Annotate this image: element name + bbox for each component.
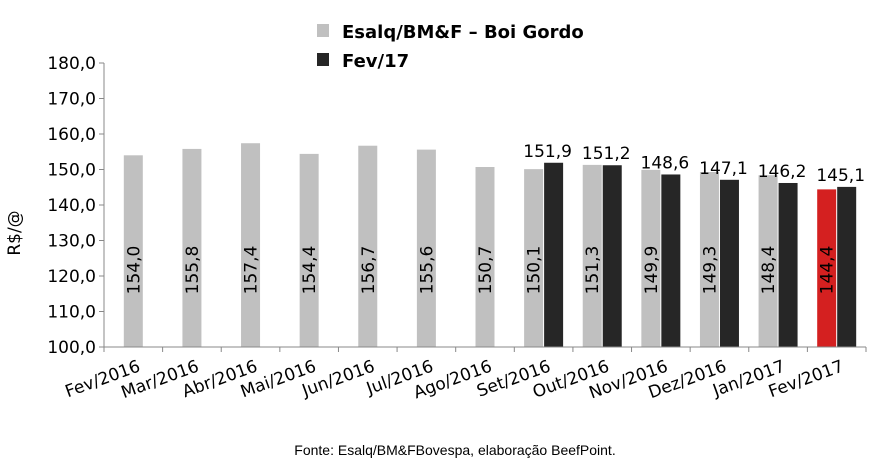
bar-esalq [758, 175, 778, 347]
source-note: Fonte: Esalq/BM&FBovespa, elaboração Bee… [294, 442, 615, 458]
y-tick-label: 160,0 [47, 125, 96, 145]
data-label-fev17: 146,2 [758, 162, 807, 182]
data-label-esalq: 155,8 [183, 246, 203, 295]
y-tick-label: 110,0 [47, 303, 96, 323]
data-label-esalq: 156,7 [359, 246, 379, 295]
bar-esalq [416, 149, 436, 347]
legend-label-fev17: Fev/17 [342, 51, 409, 72]
bar-esalq [641, 169, 661, 347]
bar-fev17 [602, 165, 622, 347]
legend-swatch-fev17 [317, 53, 329, 66]
data-label-fev17: 151,2 [582, 144, 631, 164]
bars [123, 143, 857, 347]
y-tick-label: 120,0 [47, 267, 96, 287]
bar-esalq [182, 148, 202, 347]
bar-esalq [123, 155, 143, 347]
y-tick-label: 130,0 [47, 232, 96, 252]
data-labels: 154,0 155,8 157,4 154,4 156,7 155,6 150,7 150,1… [124, 142, 865, 295]
bar-esalq [475, 167, 495, 347]
legend-swatch-esalq [317, 24, 329, 37]
legend: Esalq/BM&F – Boi Gordo Fev/17 [317, 22, 584, 72]
y-tick-label: 150,0 [47, 161, 96, 181]
y-tick-label: 100,0 [47, 338, 96, 358]
bar-esalq [524, 169, 544, 347]
bar-fev17 [661, 174, 681, 347]
data-label-esalq: 149,9 [642, 246, 662, 295]
data-label-esalq: 154,0 [124, 246, 144, 295]
data-label-fev17: 148,6 [641, 153, 690, 173]
data-label-esalq: 155,6 [417, 246, 437, 295]
data-label-esalq: 150,1 [525, 246, 545, 295]
bar-esalq [241, 143, 261, 347]
y-tick-label: 170,0 [47, 90, 96, 110]
data-label-fev17: 151,9 [523, 142, 572, 162]
data-label-fev17: 147,1 [699, 159, 748, 179]
x-axis-ticks: Fev/2016Mar/2016Abr/2016Mai/2016Jun/2016… [63, 347, 867, 403]
bar-fev17 [544, 162, 564, 347]
bar-fev17 [778, 182, 798, 347]
data-label-esalq: 144,4 [818, 246, 838, 295]
data-label-esalq: 151,3 [583, 246, 603, 295]
data-label-esalq: 148,4 [759, 246, 779, 295]
y-axis-label: R$/@ [5, 210, 25, 255]
bar-fev17 [837, 186, 857, 347]
data-label-esalq: 150,7 [476, 246, 496, 295]
data-label-fev17: 145,1 [816, 166, 865, 186]
legend-label-esalq: Esalq/BM&F – Boi Gordo [342, 22, 584, 43]
y-axis-ticks: 100,0 110,0 120,0 130,0 140,0 150,0 160,0 170,0… [47, 54, 104, 358]
bar-esalq [817, 189, 837, 347]
bar-esalq [299, 153, 319, 347]
data-label-esalq: 149,3 [700, 246, 720, 295]
data-label-esalq: 154,4 [300, 246, 320, 295]
data-label-esalq: 157,4 [242, 246, 262, 295]
bar-esalq [582, 164, 602, 347]
bar-esalq [358, 145, 378, 347]
y-tick-label: 140,0 [47, 196, 96, 216]
y-tick-label: 180,0 [47, 54, 96, 74]
bar-esalq [699, 171, 719, 347]
bar-fev17 [719, 179, 739, 347]
